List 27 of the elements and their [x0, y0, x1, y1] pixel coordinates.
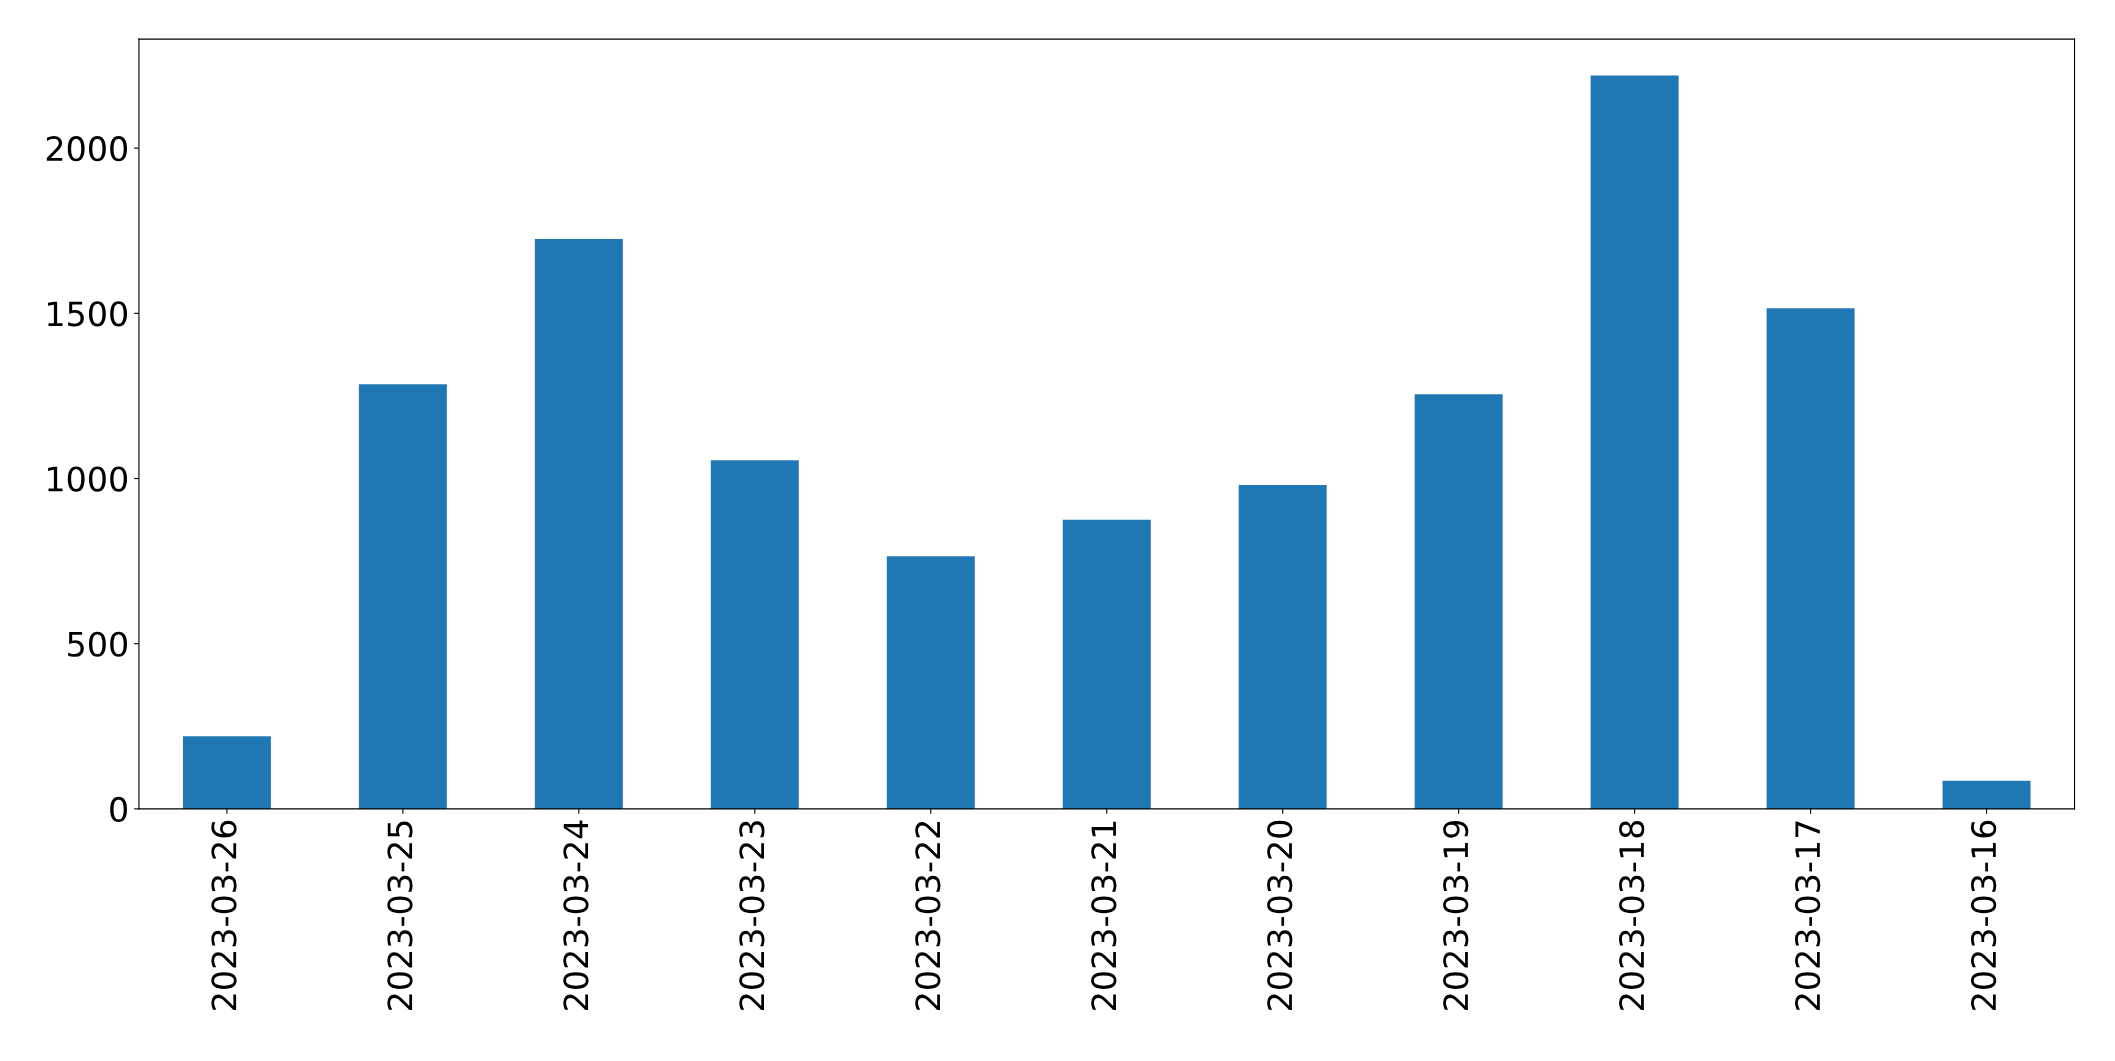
bar: [1942, 780, 2031, 809]
y-tick-label: 1500: [48, 301, 127, 327]
x-tick-label: 2023-03-26: [211, 820, 237, 1010]
bar: [358, 384, 447, 809]
x-tick-label: 2023-03-19: [1443, 820, 1469, 1010]
x-tick-label: 2023-03-18: [1619, 820, 1645, 1010]
bar: [534, 238, 623, 809]
y-tick-label: 2000: [46, 136, 127, 162]
bar: [710, 460, 799, 809]
bar: [1590, 75, 1679, 809]
bar: [1062, 519, 1151, 809]
x-tick-label: 2023-03-25: [387, 821, 413, 1010]
x-tick-label: 2023-03-17: [1795, 821, 1821, 1010]
bar: [1238, 485, 1327, 809]
bar: [1414, 394, 1503, 809]
bar: [886, 556, 975, 809]
x-tick-label: 2023-03-16: [1971, 820, 1997, 1010]
y-tick-label: 500: [68, 631, 127, 657]
y-tick-label: 0: [110, 796, 127, 823]
x-tick-label: 2023-03-24: [563, 820, 589, 1010]
x-tick-label: 2023-03-22: [915, 821, 941, 1010]
x-tick-label: 2023-03-20: [1267, 820, 1293, 1010]
bar: [1766, 308, 1855, 809]
x-tick-label: 2023-03-21: [1091, 821, 1117, 1010]
x-tick-label: 2023-03-23: [739, 821, 765, 1010]
bar: [182, 736, 271, 809]
y-tick-label: 1000: [48, 466, 127, 492]
